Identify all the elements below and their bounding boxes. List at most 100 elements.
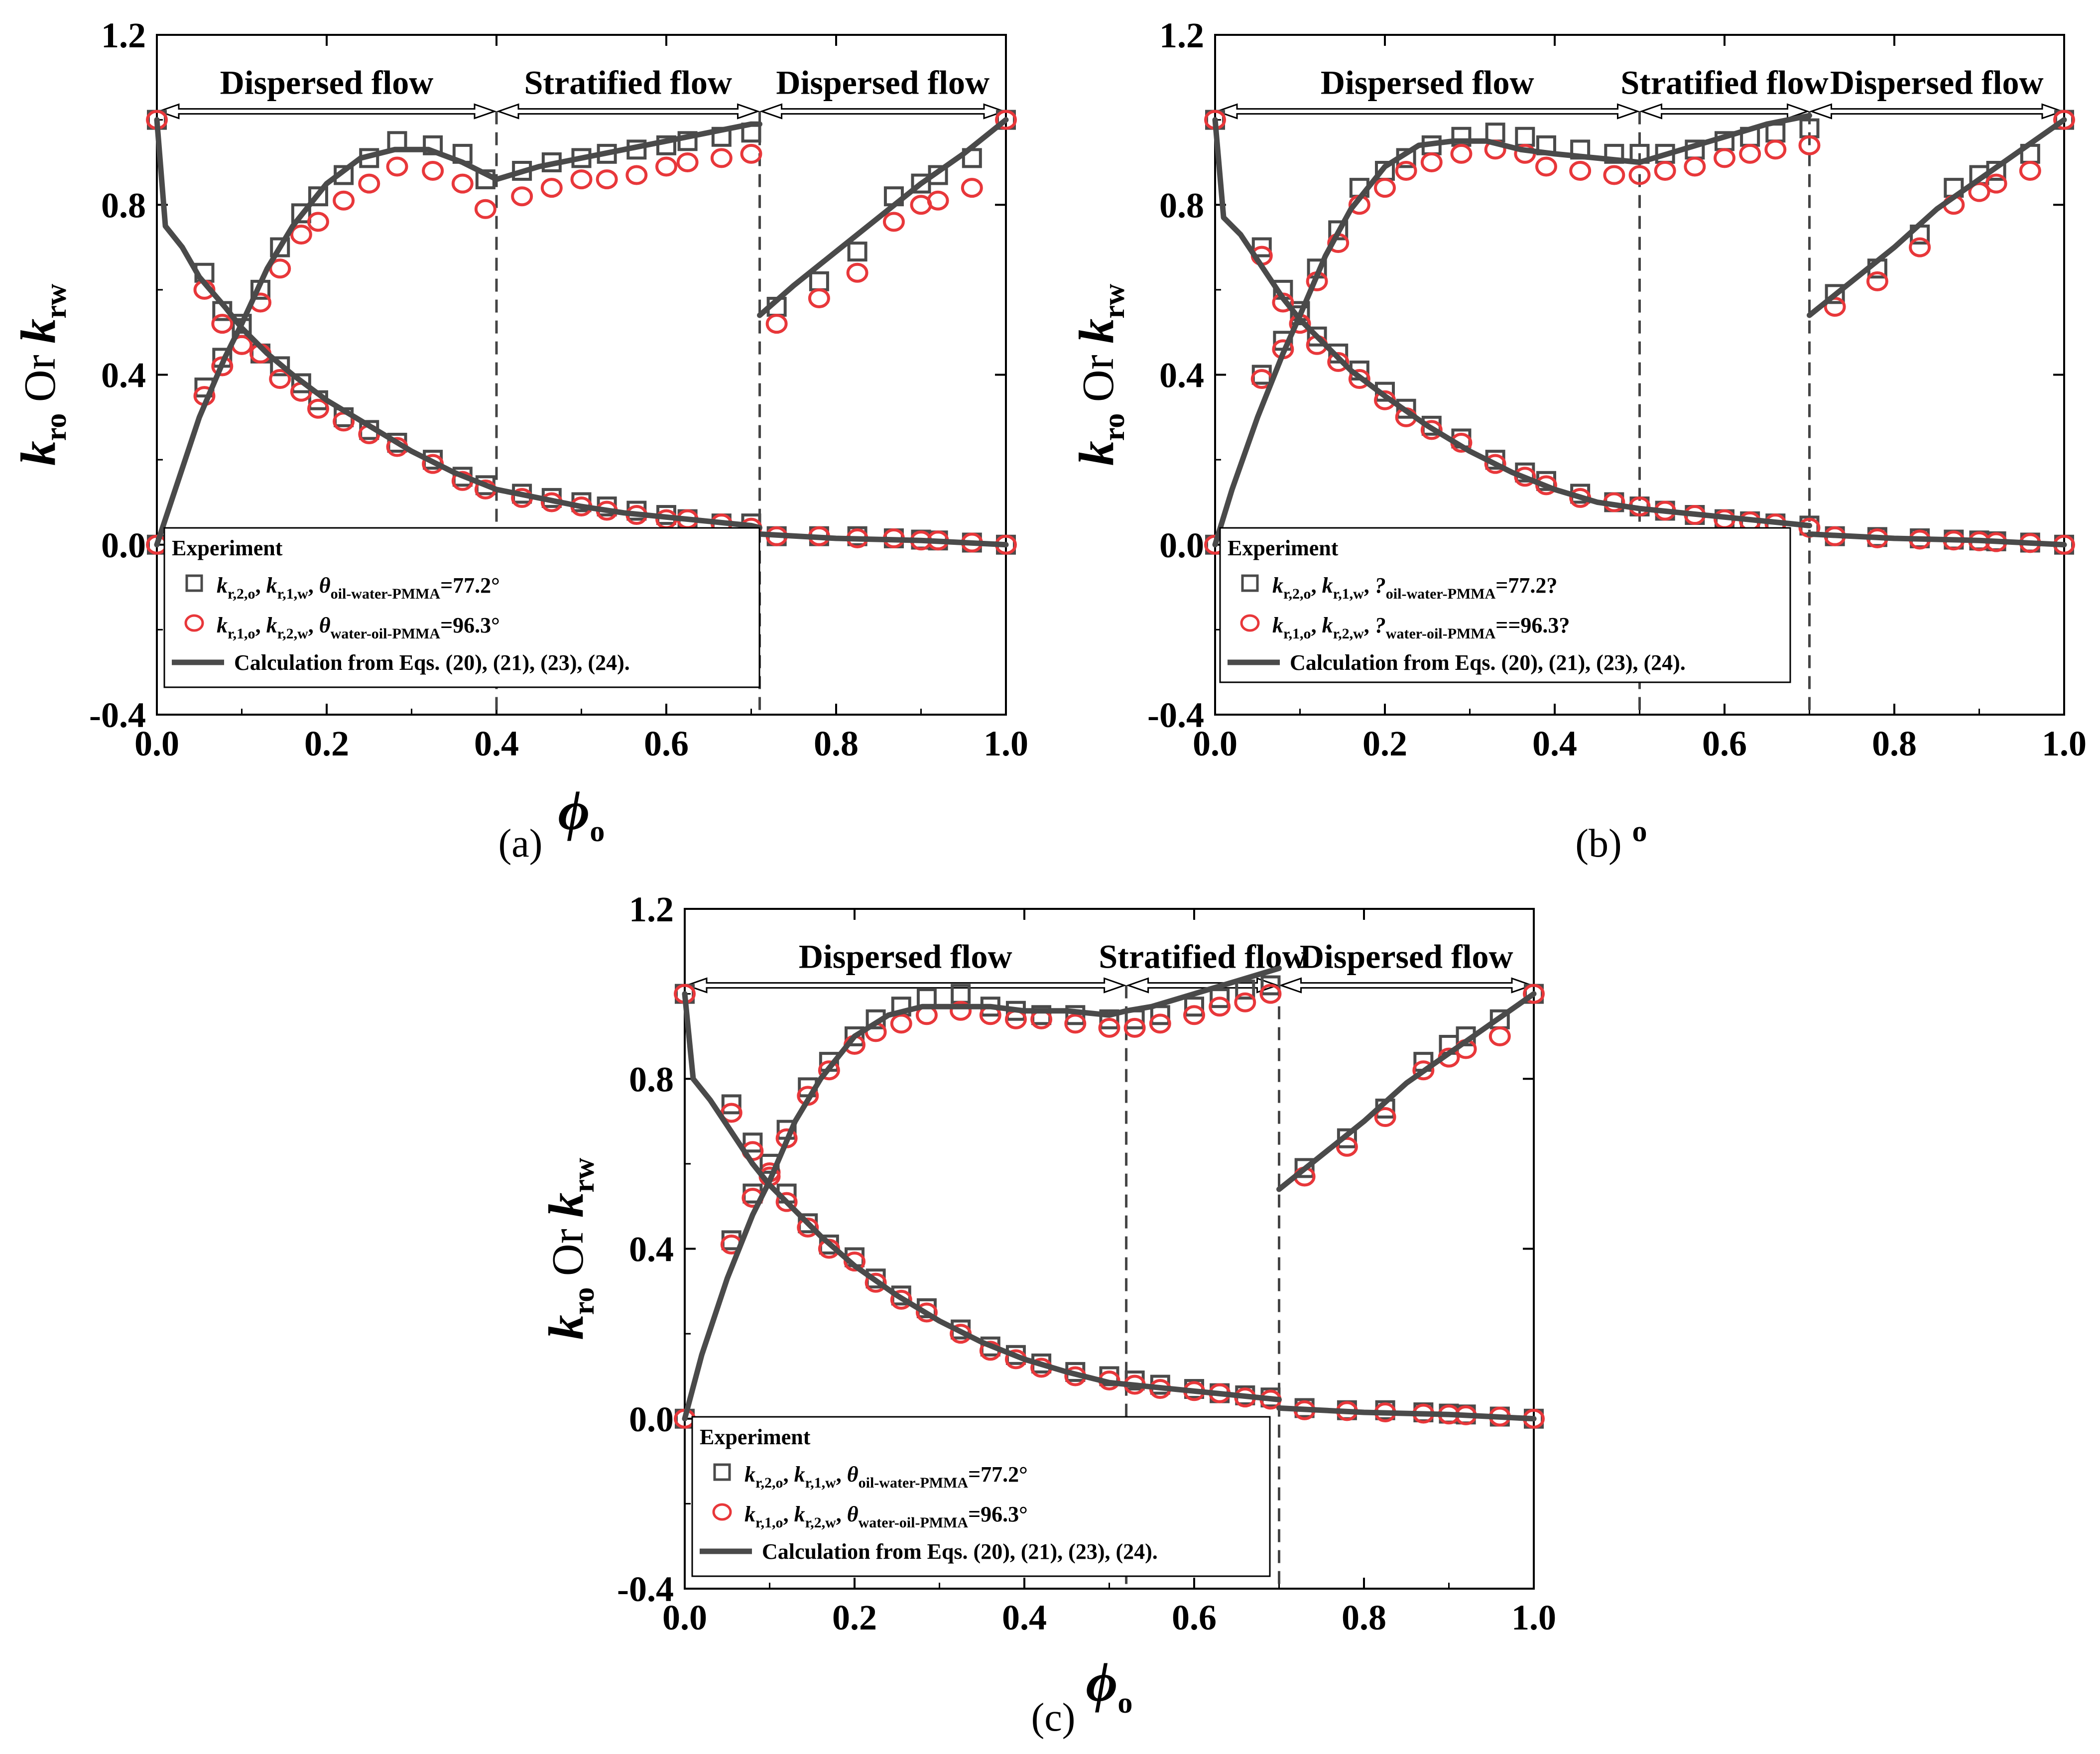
circle-point — [676, 152, 699, 172]
legend-sub: r,2,o — [755, 1475, 783, 1491]
square-point — [1251, 237, 1272, 257]
circle-point — [1985, 173, 2007, 194]
calc-curve-calc_krw — [1212, 117, 1812, 528]
y-axis-label: kro Or krw — [538, 1157, 600, 1340]
x-tick-label: 0.6 — [1702, 724, 1747, 763]
legend-title: Experiment — [1228, 536, 1339, 560]
circle-point — [1484, 454, 1506, 474]
y-label-k: k — [1069, 319, 1124, 344]
y-label-sub: rw — [567, 1157, 600, 1193]
square-point — [845, 1026, 865, 1046]
circle-point — [1420, 420, 1443, 440]
circle-point — [797, 1217, 819, 1238]
legend-k: k — [266, 613, 277, 637]
circle-point — [950, 1001, 972, 1021]
circle-point — [710, 148, 733, 168]
legend-entry-circle: kr,1,o, kr,2,w, θwater-oil-PMMA=96.3° — [217, 613, 500, 642]
square-point — [1485, 123, 1505, 143]
region-label: Dispersed flow — [1321, 64, 1534, 102]
circle-point — [808, 288, 830, 308]
region-arrow — [156, 103, 497, 120]
circle-point — [1739, 143, 1761, 164]
region-arrow — [759, 103, 1006, 120]
panel-label: (b) — [1575, 822, 1621, 866]
circle-point — [2053, 110, 2075, 130]
circle-point — [995, 110, 1017, 130]
region-arrow — [1278, 977, 1534, 994]
square-point — [1099, 1009, 1119, 1029]
x-axis-label: ϕo — [1086, 1652, 1133, 1719]
legend-square-icon — [185, 574, 203, 592]
circle-point — [451, 173, 474, 194]
square-point — [847, 242, 867, 262]
legend-sub: oil-water-PMMA — [859, 1475, 969, 1491]
y-tick-label: 0.0 — [629, 1399, 674, 1439]
x-tick-label: 0.0 — [1193, 724, 1237, 763]
circle-point — [511, 186, 533, 207]
y-tick-label: 0.8 — [629, 1059, 674, 1099]
region-label: Dispersed flow — [1300, 938, 1513, 976]
region-arrow — [496, 103, 760, 120]
circle-point — [1450, 143, 1473, 164]
x-tick-label: 0.6 — [1172, 1598, 1217, 1637]
legend-theta: θ — [319, 613, 331, 637]
legend-sep: , — [308, 613, 319, 637]
calc-curve-calc_kro — [154, 121, 762, 548]
legend-entry-line: Calculation from Eqs. (20), (21), (23), … — [234, 650, 630, 675]
circle-point — [596, 169, 618, 190]
square-point — [809, 271, 829, 291]
square-point — [1210, 988, 1230, 1008]
region-arrow — [1126, 977, 1280, 994]
legend-tail: =96.3° — [968, 1502, 1028, 1526]
y-axis-label: kro Or krw — [10, 283, 72, 466]
region-arrow — [1639, 103, 1810, 120]
legend-k: k — [1322, 613, 1333, 637]
legend-entry-square: kr,2,o, kr,1,w, ?oil-water-PMMA=77.2? — [1272, 573, 1557, 602]
legend-theta: θ — [847, 1462, 859, 1487]
circle-point — [1535, 475, 1557, 496]
calc-curve-calc_kro — [757, 117, 1009, 318]
calc-curve-calc_kro — [1212, 113, 1812, 548]
square-point — [1290, 305, 1310, 326]
calc-curve-calc_kro — [1807, 117, 2067, 318]
x-tick-label: 1.0 — [984, 724, 1028, 763]
square-point — [1251, 365, 1272, 385]
square-point — [1515, 126, 1535, 147]
legend-k: k — [217, 613, 228, 637]
legend-square-icon — [713, 1463, 731, 1481]
legend-sub: r,2,w — [277, 626, 309, 642]
region-arrow — [684, 977, 1127, 994]
legend-sub: oil-water-PMMA — [1386, 586, 1496, 602]
legend-k: k — [1272, 573, 1283, 598]
y-tick-label: 1.2 — [101, 15, 146, 55]
circle-point — [307, 212, 329, 232]
circle-point — [1259, 984, 1282, 1004]
square-point — [1294, 1158, 1315, 1178]
legend-sep: , — [836, 1502, 847, 1526]
circle-point — [1535, 156, 1557, 177]
calc-curve-calc_kro — [682, 965, 1282, 1422]
x-tick-label: 0.0 — [134, 724, 179, 763]
legend-sub: r,1,w — [277, 586, 309, 602]
x-tick-label: 0.6 — [644, 724, 689, 763]
legend-box — [163, 527, 760, 688]
calc-curve-calc_krw — [1276, 1405, 1537, 1422]
legend-sub: r,2,o — [1283, 586, 1311, 602]
x-axis-label: ϕo — [558, 780, 605, 848]
x-tick-label: 0.2 — [832, 1598, 877, 1637]
y-tick-label: 0.0 — [101, 525, 146, 565]
circle-point — [1798, 135, 1821, 155]
y-label-k: k — [1069, 441, 1124, 466]
circle-point — [844, 1252, 865, 1272]
legend-sub: r,1,o — [1283, 626, 1311, 642]
circle-point — [625, 165, 648, 185]
square-point — [1328, 220, 1349, 241]
y-label-sub: ro — [39, 413, 72, 441]
legend-sub: water-oil-PMMA — [859, 1514, 969, 1531]
circle-point — [1149, 1013, 1171, 1034]
legend-tail: =96.3° — [440, 613, 500, 637]
legend-box — [691, 1416, 1271, 1577]
region-label: Dispersed flow — [799, 938, 1012, 976]
